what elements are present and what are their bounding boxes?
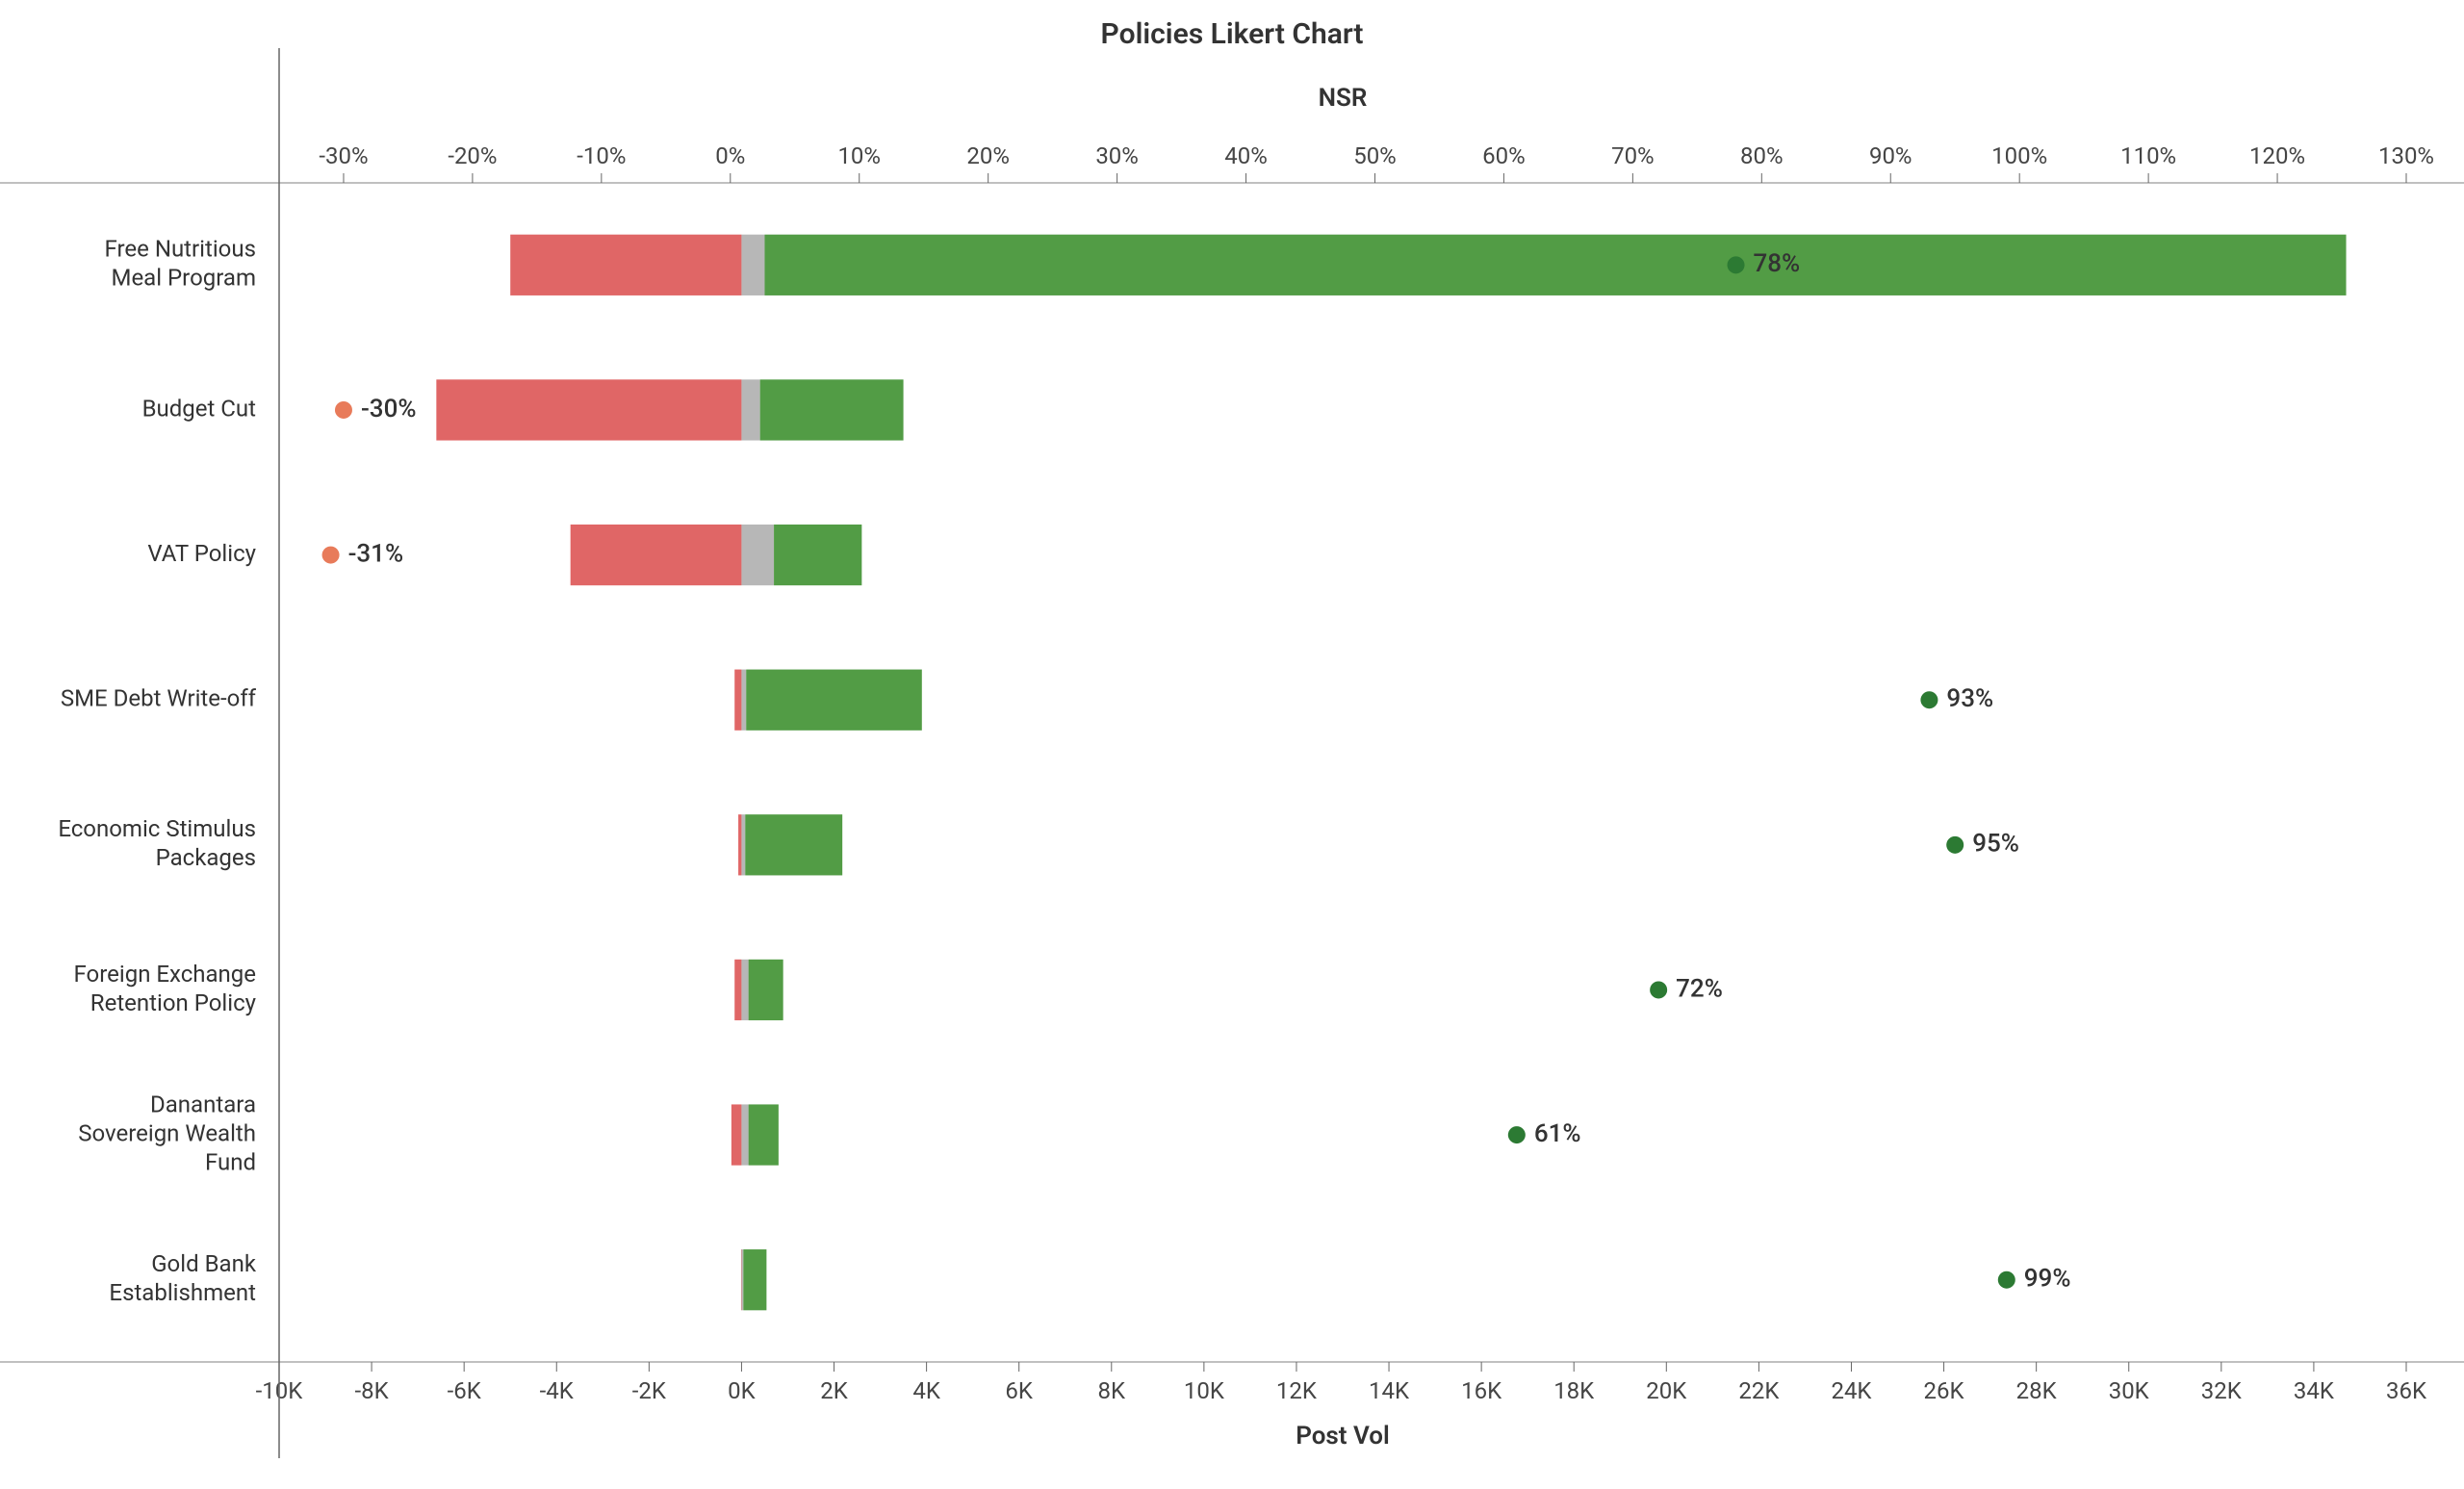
bar-negative — [738, 814, 741, 875]
y-axis-tick-label: VAT Policy — [147, 540, 256, 567]
bar-positive — [749, 960, 783, 1020]
bottom-axis-tick-label: 4K — [912, 1377, 940, 1404]
bottom-axis-tick-label: -8K — [354, 1377, 389, 1404]
bottom-axis-tick-label: 36K — [2386, 1377, 2427, 1404]
y-axis-tick-label: Danantara — [150, 1091, 256, 1117]
top-axis-tick-label: 10% — [837, 142, 881, 169]
bottom-axis-tick-label: 28K — [2016, 1377, 2058, 1404]
top-axis-tick-label: 60% — [1482, 142, 1526, 169]
bar-positive — [743, 1249, 766, 1310]
chart-bg — [0, 0, 2464, 1489]
top-axis-tick-label: 70% — [1611, 142, 1655, 169]
bottom-axis-tick-label: 18K — [1553, 1377, 1595, 1404]
bar-neutral — [741, 379, 759, 440]
top-axis-tick-label: -30% — [319, 142, 368, 169]
bar-negative — [436, 379, 741, 440]
nsr-dot — [1998, 1271, 2015, 1289]
bar-positive — [760, 379, 904, 440]
top-axis-tick-label: 40% — [1224, 142, 1268, 169]
bar-neutral — [741, 960, 748, 1020]
top-axis-tick-label: 120% — [2249, 142, 2305, 169]
top-axis-tick-label: 50% — [1353, 142, 1397, 169]
top-axis-tick-label: 30% — [1095, 142, 1139, 169]
bar-positive — [749, 1104, 779, 1165]
bar-negative — [732, 1104, 742, 1165]
bar-neutral — [741, 1249, 743, 1310]
top-axis-tick-label: 100% — [1991, 142, 2047, 169]
bar-positive — [774, 525, 861, 585]
bottom-axis-tick-label: 34K — [2294, 1377, 2335, 1404]
top-axis-tick-label: 20% — [966, 142, 1010, 169]
bottom-axis-tick-label: 10K — [1184, 1377, 1225, 1404]
y-axis-tick-label: Meal Program — [112, 265, 257, 292]
nsr-dot — [1728, 256, 1745, 273]
y-axis-tick-label: Fund — [205, 1148, 256, 1175]
y-axis-tick-label: Establishment — [109, 1279, 256, 1306]
y-axis-tick-label: Foreign Exchange — [74, 961, 256, 988]
bottom-axis-tick-label: 24K — [1831, 1377, 1872, 1404]
nsr-dot — [1946, 836, 1964, 854]
bar-positive — [764, 235, 2346, 295]
top-axis-tick-label: -10% — [577, 142, 626, 169]
bar-neutral — [741, 1104, 748, 1165]
bottom-axis-tick-label: 2K — [820, 1377, 848, 1404]
nsr-dot — [1920, 691, 1938, 708]
likert-chart: Policies Likert Chart NSR -30% -20% -10% 0% 1… — [0, 0, 2464, 1489]
nsr-dot — [335, 401, 352, 419]
nsr-label: -31% — [348, 539, 404, 568]
top-axis-tick-label: 0% — [715, 142, 745, 169]
nsr-dot — [1650, 981, 1667, 998]
nsr-dot — [1508, 1126, 1526, 1143]
bottom-axis-tick-label: 32K — [2201, 1377, 2243, 1404]
chart-plot: NSR -30% -20% -10% 0% 10% 20% 30% 40% 50% 60% 70% 80… — [0, 0, 2464, 1489]
bar-negative — [734, 960, 741, 1020]
y-axis-tick-label: Sovereign Wealth — [78, 1119, 256, 1146]
bottom-axis-tick-label: 26K — [1924, 1377, 1965, 1404]
y-axis-tick-label: Economic Stimulus — [58, 815, 256, 842]
nsr-dot — [322, 547, 340, 564]
top-axis-tick-label: -20% — [448, 142, 497, 169]
y-axis-tick-label: Free Nutritious — [105, 236, 256, 263]
bar-positive — [745, 814, 842, 875]
y-axis-tick-label: Packages — [156, 844, 256, 871]
y-axis-tick-label: Gold Bank — [151, 1250, 257, 1277]
bar-neutral — [741, 670, 746, 731]
bar-negative — [734, 670, 741, 731]
bottom-axis-tick-label: 8K — [1098, 1377, 1126, 1404]
nsr-label: 93% — [1946, 684, 1993, 713]
bottom-axis-tick-label: 12K — [1276, 1377, 1318, 1404]
nsr-label: -30% — [361, 395, 417, 424]
bar-negative — [571, 525, 742, 585]
bar-neutral — [741, 814, 745, 875]
top-axis-tick-label: 130% — [2378, 142, 2434, 169]
bottom-axis-tick-label: 16K — [1461, 1377, 1502, 1404]
y-axis-tick-label: Budget Cut — [142, 395, 257, 422]
y-axis-tick-label: Retention Policy — [90, 989, 257, 1016]
bar-positive — [746, 670, 922, 731]
nsr-label: 99% — [2024, 1265, 2071, 1294]
y-axis-tick-label: SME Debt Write-off — [61, 685, 257, 712]
nsr-label: 95% — [1972, 830, 2019, 859]
bar-negative — [510, 235, 741, 295]
bottom-axis-tick-label: 14K — [1369, 1377, 1410, 1404]
bar-neutral — [741, 235, 764, 295]
nsr-label: 61% — [1534, 1119, 1581, 1148]
top-axis-label: NSR — [1319, 84, 1368, 113]
bottom-axis-tick-label: -2K — [632, 1377, 667, 1404]
bottom-axis-tick-label: 0K — [728, 1377, 756, 1404]
bottom-axis-tick-label: 6K — [1005, 1377, 1033, 1404]
bar-neutral — [741, 525, 774, 585]
bottom-axis-tick-label: 30K — [2109, 1377, 2150, 1404]
chart-title: Policies Likert Chart — [0, 17, 2464, 51]
bottom-axis-tick-label: -6K — [448, 1377, 482, 1404]
top-axis-tick-label: 90% — [1869, 142, 1912, 169]
bottom-axis-label: Post Vol — [1296, 1422, 1390, 1450]
top-axis-tick-label: 110% — [2120, 142, 2176, 169]
bottom-axis-tick-label: 20K — [1646, 1377, 1687, 1404]
top-axis-tick-label: 80% — [1740, 142, 1784, 169]
nsr-label: 78% — [1754, 249, 1801, 278]
bottom-axis-tick-label: -4K — [540, 1377, 575, 1404]
nsr-label: 72% — [1676, 974, 1723, 1003]
bottom-axis-tick-label: 22K — [1738, 1377, 1780, 1404]
